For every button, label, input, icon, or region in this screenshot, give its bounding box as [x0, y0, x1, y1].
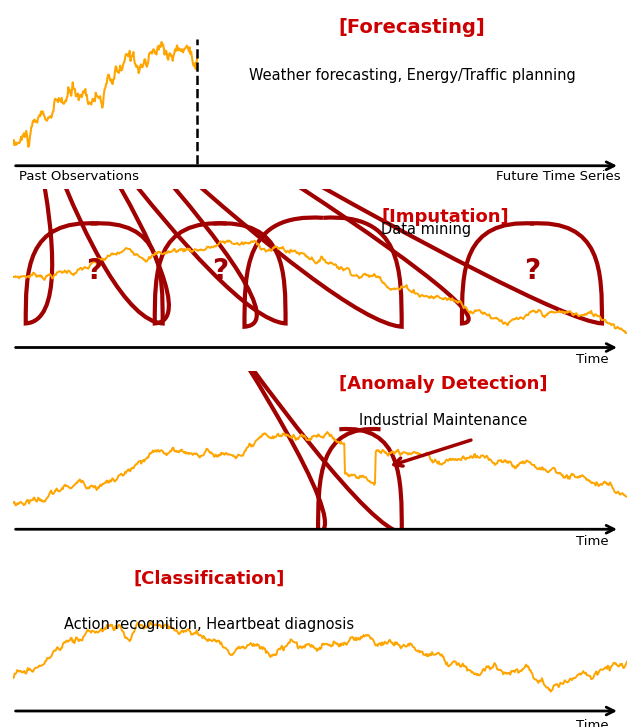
Text: Weather forecasting, Energy/Traffic planning: Weather forecasting, Energy/Traffic plan…: [249, 68, 575, 83]
Text: [Classification]: [Classification]: [134, 570, 285, 587]
Text: [Anomaly Detection]: [Anomaly Detection]: [339, 375, 547, 393]
Text: Action recognition, Heartbeat diagnosis: Action recognition, Heartbeat diagnosis: [65, 616, 355, 632]
Text: Time: Time: [576, 719, 609, 727]
Text: [Forecasting]: [Forecasting]: [339, 18, 486, 37]
Text: ?: ?: [86, 257, 102, 285]
Text: Industrial Maintenance: Industrial Maintenance: [359, 413, 527, 428]
Text: ?: ?: [212, 257, 228, 285]
Text: Time: Time: [576, 353, 609, 366]
Text: ?: ?: [524, 257, 540, 285]
Text: Time: Time: [576, 535, 609, 548]
Text: Past Observations: Past Observations: [19, 170, 139, 183]
Text: [Imputation]: [Imputation]: [381, 208, 509, 226]
Text: Future Time Series: Future Time Series: [497, 170, 621, 183]
Text: Data mining: Data mining: [381, 222, 472, 237]
